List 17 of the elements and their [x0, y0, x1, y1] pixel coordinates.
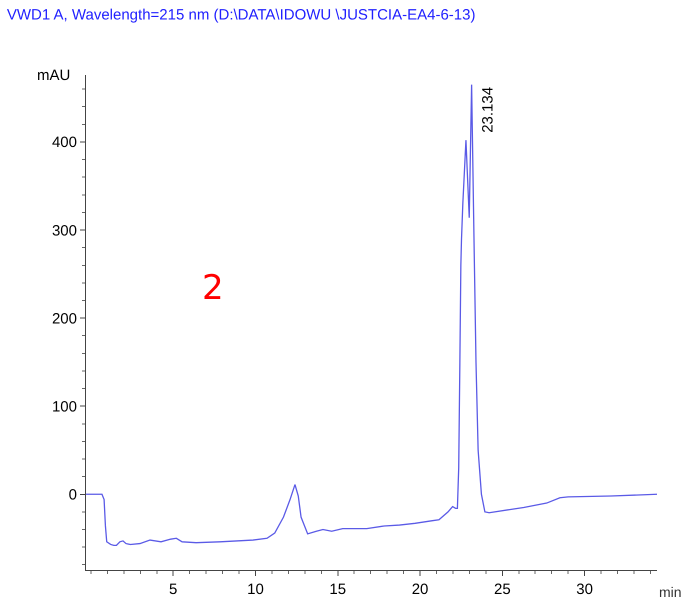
x-tick-label: 20 [412, 581, 428, 598]
y-axis-title: mAU [37, 67, 70, 84]
y-tick-label: 0 [68, 486, 77, 504]
chart-title: VWD1 A, Wavelength=215 nm (D:\DATA\IDOWU \JUSTCIA-EA4-6-13) [6, 6, 476, 24]
x-tick-label: 10 [247, 581, 264, 598]
annotation: 23.134 [479, 86, 496, 133]
x-tick-label: 30 [576, 581, 593, 598]
y-tick-label: 200 [52, 310, 77, 328]
y-tick-label: 300 [52, 222, 77, 240]
x-tick-label: 5 [169, 581, 178, 598]
y-tick-label: 400 [52, 134, 77, 152]
annotation: 2 [202, 268, 224, 308]
line-series [86, 84, 657, 546]
x-tick-label: 15 [329, 581, 346, 598]
x-axis-title: min [659, 584, 682, 598]
x-tick-label: 25 [494, 581, 511, 598]
y-tick-label: 100 [52, 398, 77, 416]
